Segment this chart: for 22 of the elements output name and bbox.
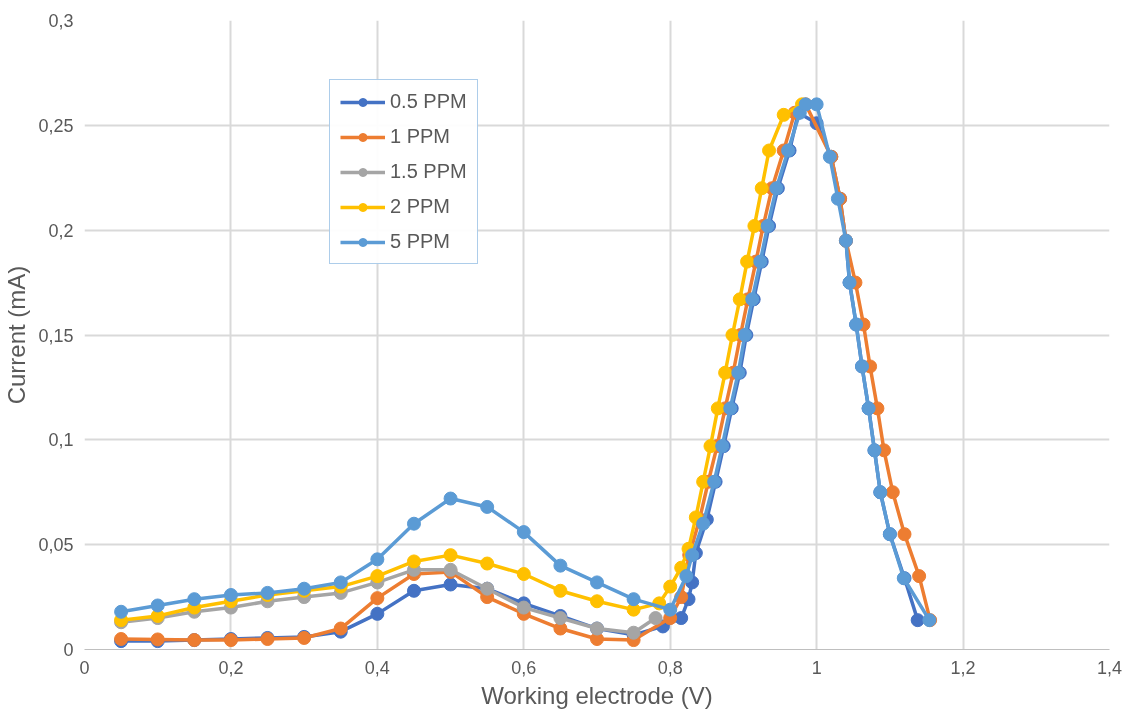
- legend-label: 5 PPM: [390, 230, 451, 253]
- legend-label: 2 PPM: [390, 195, 451, 218]
- x-tick-label: 0,4: [364, 657, 390, 678]
- y-tick-label: 0,2: [48, 220, 74, 241]
- y-tick-label: 0: [63, 640, 74, 660]
- x-tick-label: 0: [79, 657, 90, 678]
- y-tick-label: 0,05: [38, 535, 74, 556]
- legend-label: 0.5 PPM: [390, 90, 467, 113]
- x-tick-label: 1,4: [1096, 657, 1123, 678]
- y-tick-label: 0,1: [48, 430, 74, 451]
- x-axis-title: Working electrode (V): [481, 681, 713, 709]
- y-tick-label: 0,15: [38, 325, 74, 346]
- legend-label: 1 PPM: [390, 125, 451, 148]
- x-tick-label: 0,8: [657, 657, 683, 678]
- x-tick-label: 0,2: [218, 657, 244, 678]
- x-tick-label: 1,2: [950, 657, 976, 678]
- y-tick-label: 0,3: [48, 11, 74, 31]
- y-axis-title: Current (mA): [3, 265, 31, 405]
- x-tick-label: 1: [811, 657, 822, 678]
- y-tick-label: 0,25: [38, 115, 74, 136]
- legend-label: 1.5 PPM: [390, 160, 467, 183]
- x-tick-label: 0,6: [511, 657, 537, 678]
